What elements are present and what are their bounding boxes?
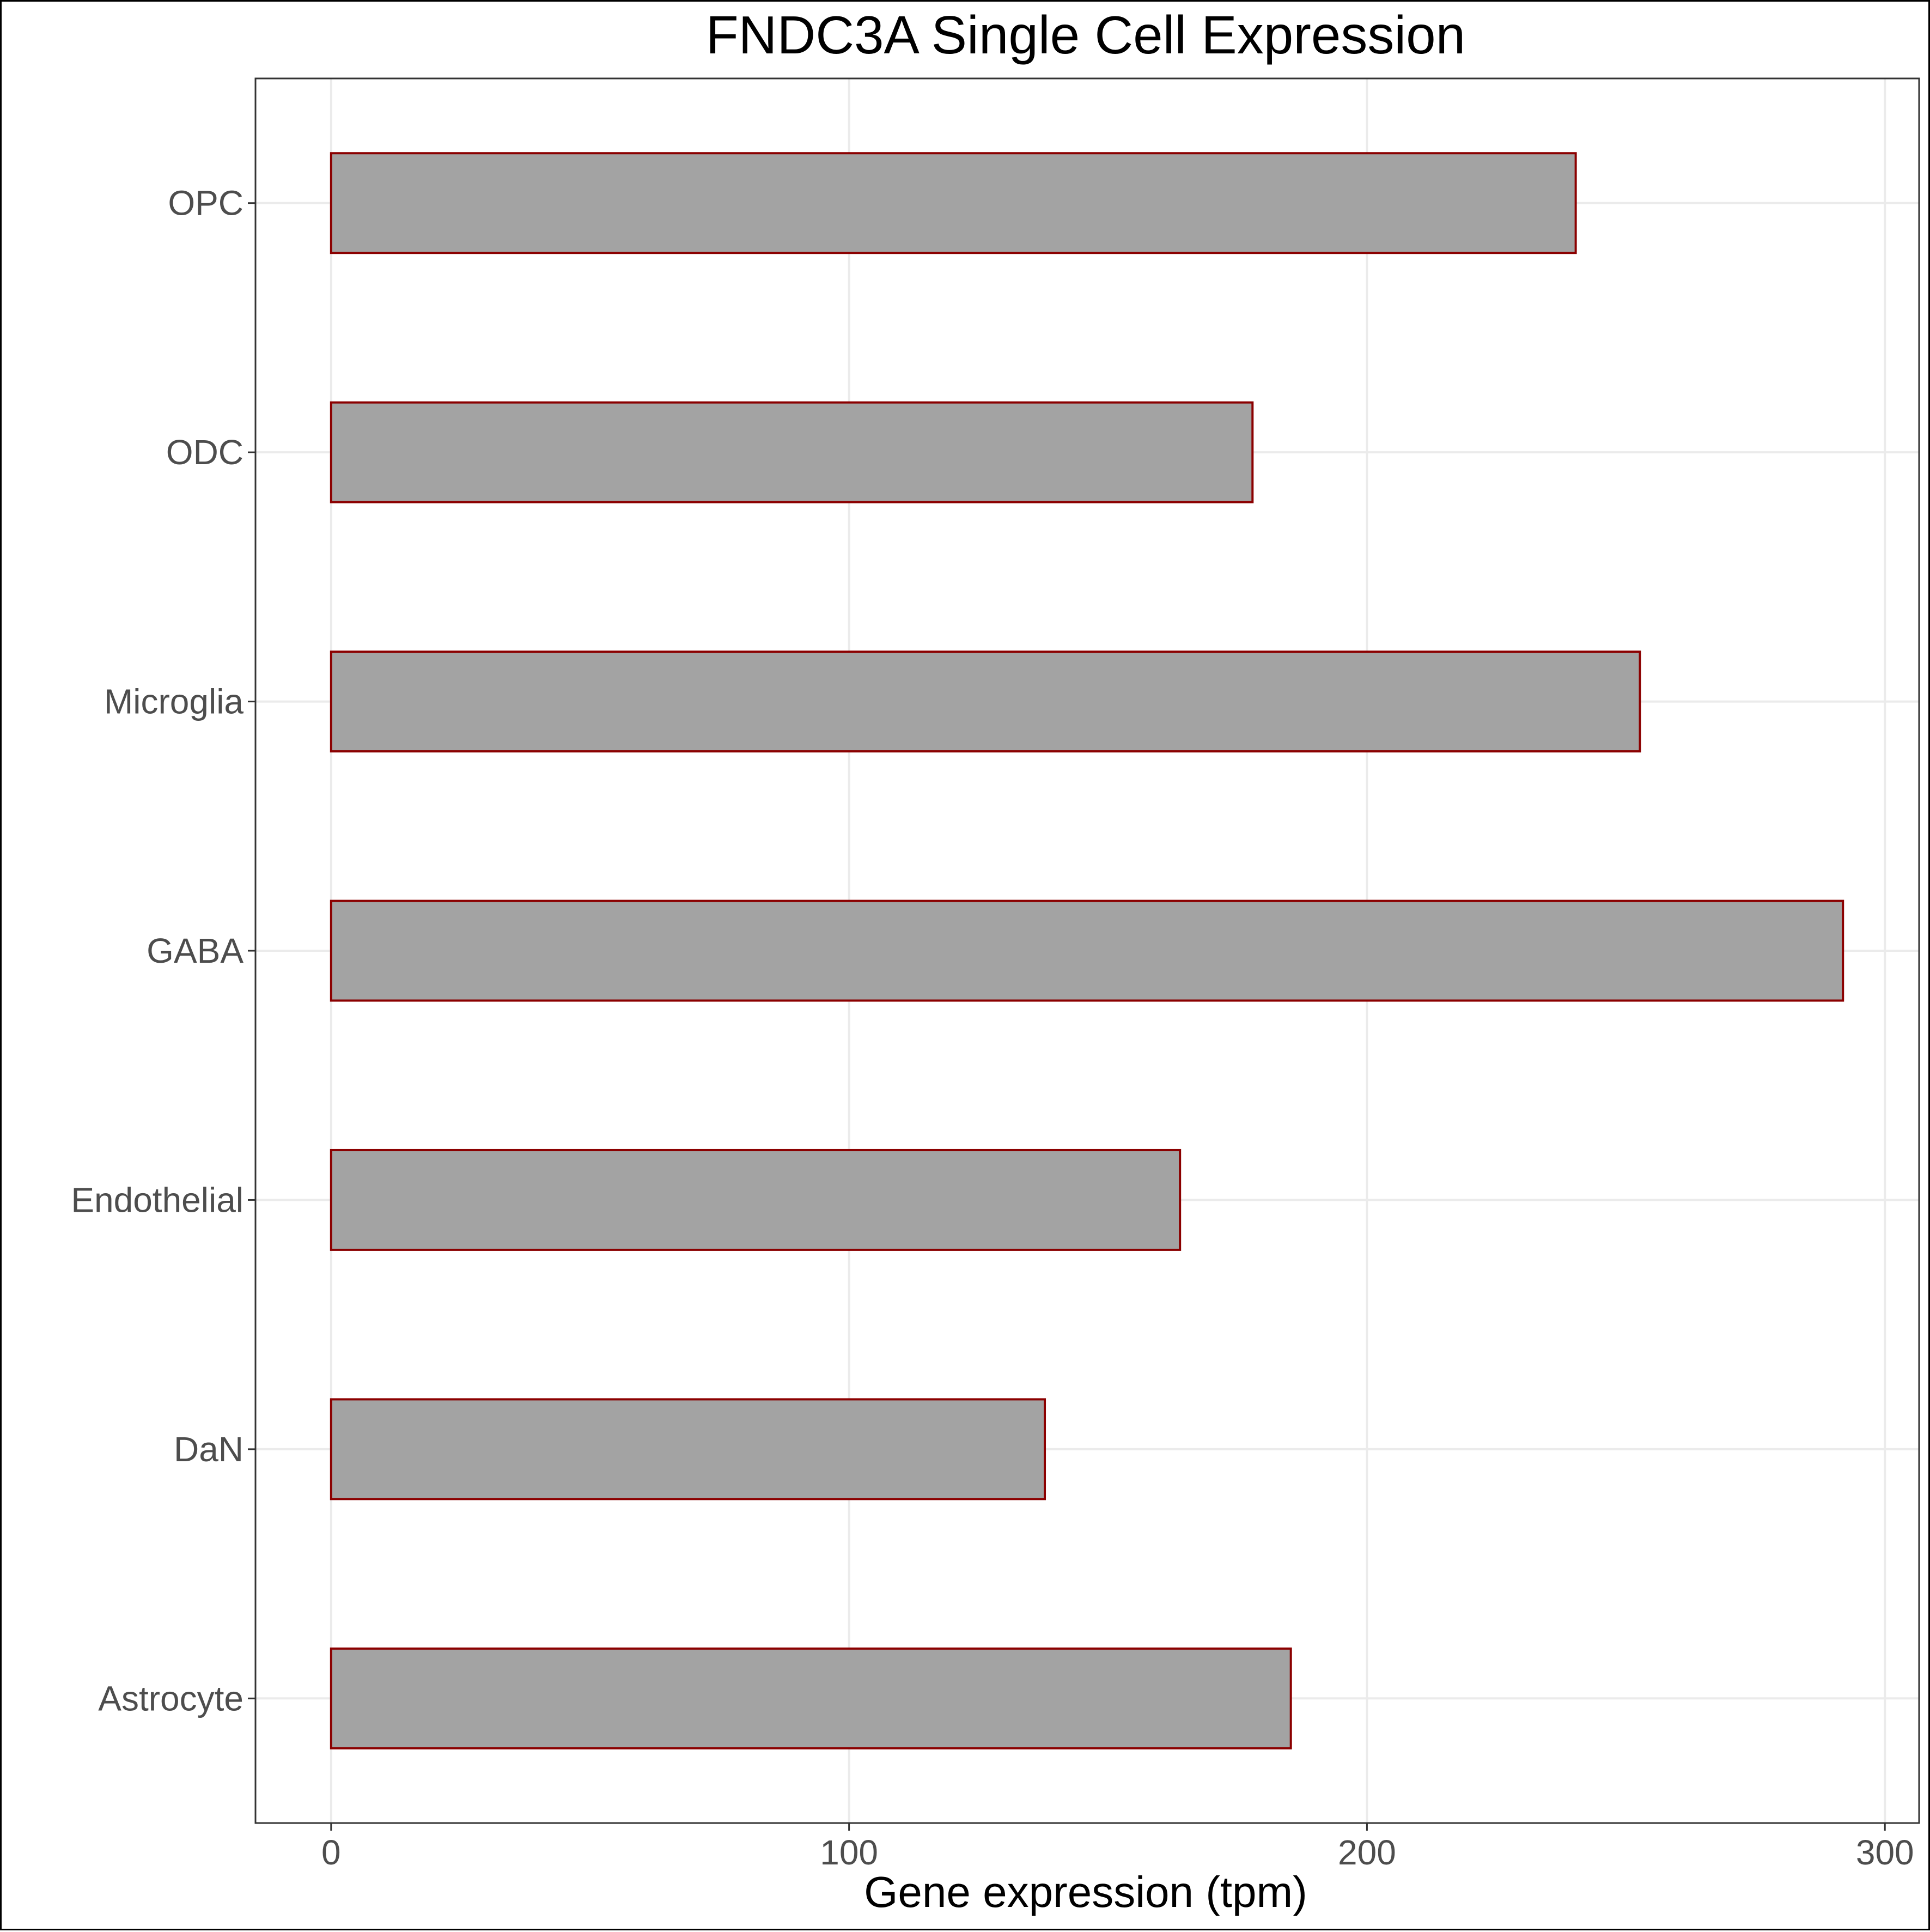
bar-odc: [330, 401, 1254, 503]
y-tick-label: OPC: [168, 184, 243, 223]
bar-opc: [330, 152, 1577, 254]
x-tick-label: 0: [321, 1833, 341, 1872]
chart-title: FNDC3A Single Cell Expression: [706, 5, 1465, 65]
y-tick-label: Endothelial: [71, 1180, 243, 1219]
x-axis: 0 100 200 300: [321, 1823, 1914, 1872]
y-axis: Astrocyte DaN Endothelial GABA Microglia ODC O…: [71, 184, 255, 1718]
y-tick-label: ODC: [166, 433, 243, 472]
bar-astrocyte: [330, 1647, 1292, 1749]
y-tick-label: Astrocyte: [98, 1679, 243, 1718]
x-tick-label: 100: [820, 1833, 878, 1872]
x-axis-title: Gene expression (tpm): [864, 1868, 1307, 1916]
y-tick-label: GABA: [147, 931, 243, 970]
x-tick-label: 300: [1856, 1833, 1914, 1872]
bar-endothelial: [330, 1149, 1182, 1251]
y-tick-label: Microglia: [104, 682, 243, 721]
bar-dan: [330, 1398, 1046, 1500]
x-tick-label: 200: [1338, 1833, 1396, 1872]
bars-layer: [330, 152, 1844, 1749]
bar-gaba: [330, 900, 1844, 1002]
y-tick-label: DaN: [174, 1430, 243, 1469]
bar-microglia: [330, 651, 1641, 753]
